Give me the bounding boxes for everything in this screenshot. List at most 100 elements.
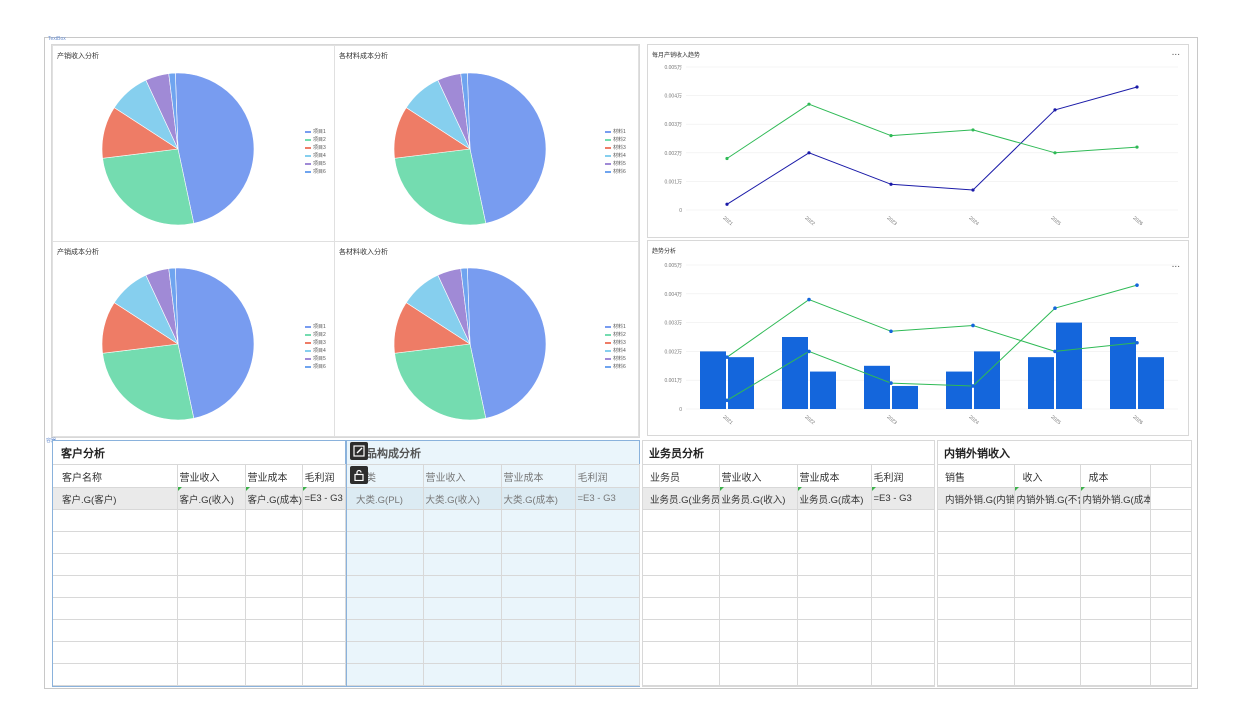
table-cell[interactable] [244,619,303,642]
legend-item[interactable]: 材料4 [605,152,626,160]
column-header[interactable]: 收入 [1013,464,1081,488]
table-cell[interactable] [347,663,424,686]
table-cell[interactable] [718,597,798,620]
pie-panel-1[interactable]: 产销收入分析 项目1 项目2 项目3 项目4 项目5 项目6 [52,45,335,242]
table-cell[interactable] [1149,553,1192,576]
legend-item[interactable]: 项目4 [305,152,326,160]
combo-chart-panel[interactable]: 趋势分析 ... 0 0.001万 0.002万 0.003万 0.004万 0.005万… [647,240,1189,436]
column-header[interactable]: 业务员 [643,464,720,488]
table-cell[interactable] [347,619,424,642]
table-cell[interactable] [938,641,1015,664]
table-cell[interactable] [244,575,303,598]
table-cell[interactable] [574,575,640,598]
legend-item[interactable]: 项目5 [305,355,326,363]
table-cell[interactable] [53,641,178,664]
table-cell[interactable] [1079,641,1151,664]
table-cell[interactable]: 业务员.G(业务员) [643,487,720,510]
table-cell[interactable]: =E3 - G3 [870,487,935,510]
table-cell[interactable] [301,641,346,664]
legend-item[interactable]: 材料6 [605,363,626,371]
legend-item[interactable]: 材料3 [605,144,626,152]
table-cell[interactable] [244,553,303,576]
table-cell[interactable] [870,597,935,620]
table-cell[interactable] [1149,509,1192,532]
legend-item[interactable]: 材料1 [605,323,626,331]
table-cell[interactable] [500,641,576,664]
legend-item[interactable]: 材料6 [605,168,626,176]
table-cell[interactable] [422,553,502,576]
table-cell[interactable] [1149,575,1192,598]
table-cell[interactable] [574,641,640,664]
table-cell[interactable] [718,553,798,576]
table-cell[interactable] [500,531,576,554]
table-cell[interactable] [870,509,935,532]
table-cell[interactable] [347,575,424,598]
table-cell[interactable] [176,663,246,686]
table-cell[interactable] [1149,597,1192,620]
legend-item[interactable]: 材料2 [605,136,626,144]
table-cell[interactable] [347,641,424,664]
table-cell[interactable] [643,531,720,554]
table-cell[interactable]: 客户.G(成本) [244,487,303,510]
legend-item[interactable]: 项目6 [305,363,326,371]
table-cell[interactable] [422,509,502,532]
table-cell[interactable] [176,553,246,576]
table-cell[interactable] [643,663,720,686]
table-cell[interactable] [53,531,178,554]
table-cell[interactable] [796,553,872,576]
table-cell[interactable] [1079,531,1151,554]
table-cell[interactable] [574,531,640,554]
table-cell[interactable] [718,663,798,686]
table-cell[interactable] [938,619,1015,642]
table-cell[interactable] [1079,597,1151,620]
table-cell[interactable] [53,553,178,576]
pie-panel-4[interactable]: 各材料收入分析 材料1 材料2 材料3 材料4 材料5 材料6 [334,241,639,437]
table-cell[interactable] [643,553,720,576]
table-cell[interactable] [643,509,720,532]
legend-item[interactable]: 材料5 [605,160,626,168]
table-cell[interactable] [1013,619,1081,642]
legend-item[interactable]: 项目3 [305,144,326,152]
table-cell[interactable] [422,531,502,554]
legend-item[interactable]: 项目5 [305,160,326,168]
legend-item[interactable]: 项目2 [305,331,326,339]
table-cell[interactable]: 大类.G(收入) [422,487,502,510]
table-cell[interactable] [422,597,502,620]
table-panel-product[interactable]: 产品构成分析 大类 营业收入 营业成本 毛利润 大类.G(PL) 大类.G(收入… [346,440,640,687]
table-cell[interactable]: =E3 - G3 [574,487,640,510]
table-cell[interactable] [53,619,178,642]
table-cell[interactable]: 大类.G(成本) [500,487,576,510]
table-cell[interactable] [643,641,720,664]
table-cell[interactable] [718,509,798,532]
table-cell[interactable]: 内销外销.G(成本 [1079,487,1151,510]
table-cell[interactable] [500,619,576,642]
edit-icon[interactable] [350,442,368,460]
table-cell[interactable] [1079,575,1151,598]
table-cell[interactable] [796,575,872,598]
table-cell[interactable] [53,509,178,532]
table-cell[interactable] [1149,464,1192,488]
table-cell[interactable]: 业务员.G(收入) [718,487,798,510]
table-cell[interactable] [718,575,798,598]
pie-panel-3[interactable]: 产销成本分析 项目1 项目2 项目3 项目4 项目5 项目6 [52,241,335,437]
table-cell[interactable] [1013,509,1081,532]
column-header[interactable]: 营业成本 [244,464,303,488]
table-cell[interactable] [301,531,346,554]
table-cell[interactable] [347,597,424,620]
table-cell[interactable] [1149,487,1192,510]
table-cell[interactable] [176,619,246,642]
table-cell[interactable] [500,553,576,576]
legend-item[interactable]: 材料1 [605,128,626,136]
table-cell[interactable] [244,663,303,686]
column-header[interactable]: 毛利润 [870,464,935,488]
legend-item[interactable]: 材料3 [605,339,626,347]
table-cell[interactable] [1149,531,1192,554]
table-cell[interactable] [500,509,576,532]
table-cell[interactable] [176,575,246,598]
table-cell[interactable] [574,597,640,620]
legend-item[interactable]: 项目1 [305,128,326,136]
table-cell[interactable] [1013,597,1081,620]
table-cell[interactable] [422,575,502,598]
legend-item[interactable]: 材料4 [605,347,626,355]
table-cell[interactable]: 业务员.G(成本) [796,487,872,510]
